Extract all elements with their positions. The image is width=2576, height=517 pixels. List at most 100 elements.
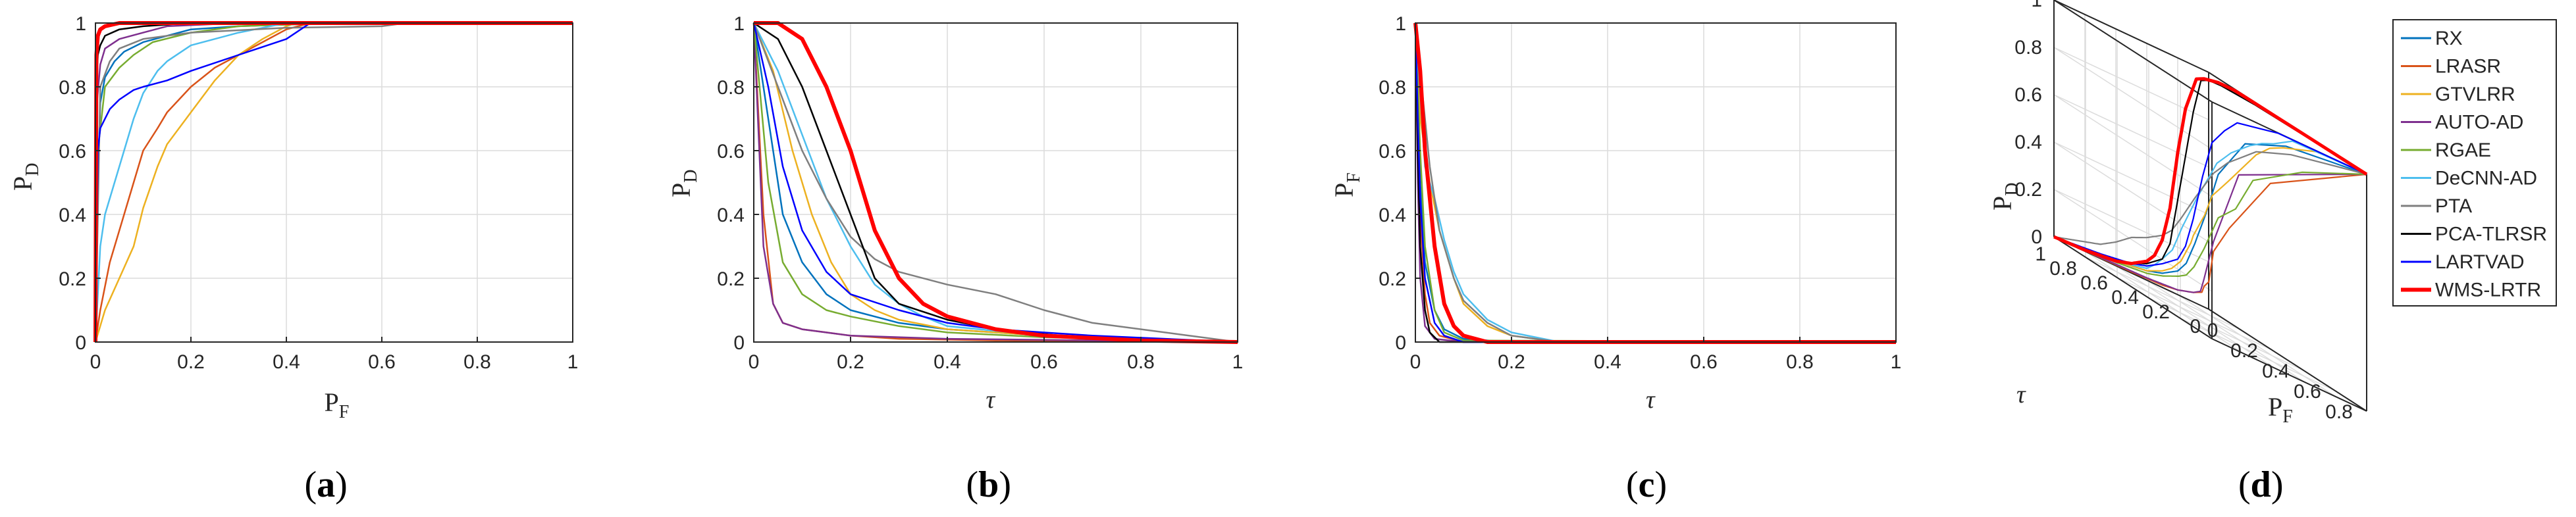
series-line-lrasr	[1414, 22, 1896, 343]
chart-c: 0 0.2 0.4 0.6 0.8 1 0 0.2 0.4 0.6 0.8 1 τ PF (c)	[1329, 13, 1901, 505]
y-axis-label: PD	[8, 163, 43, 191]
x-tick-label: 0.6	[368, 351, 396, 373]
series-line-gtvlrr	[94, 22, 573, 343]
series-line-auto-ad	[1414, 22, 1896, 343]
series-line-rgae	[752, 22, 1238, 343]
series-line-pta	[752, 22, 1238, 343]
legend-entry: WMS-LRTR	[2435, 280, 2541, 301]
legend-entry: GTVLRR	[2435, 84, 2515, 105]
x-tick-label: 0	[1410, 351, 1421, 373]
y-axis-label: PD	[666, 170, 701, 197]
x-tick-label: 0.8	[2325, 401, 2353, 423]
y-tick-label: 0.8	[59, 77, 86, 99]
grid-line	[2177, 294, 2336, 397]
plot-frame	[1415, 22, 1897, 343]
grid-line	[2053, 94, 2213, 197]
z-tick-label: 0	[2031, 226, 2042, 248]
series-line-wms-lrtr	[93, 21, 573, 343]
x-tick-label: 0.2	[1498, 351, 1525, 373]
series-line-rgae	[2053, 171, 2367, 277]
y-tick-label: 1	[2035, 243, 2046, 265]
z-tick-label: 0.2	[2014, 179, 2042, 201]
y-tick-label: 0.2	[717, 268, 745, 290]
x-axis-label: PF	[325, 387, 350, 422]
z-tick-label: 0.8	[2014, 37, 2042, 59]
x-tick-label: 0.2	[837, 351, 864, 373]
legend: RX LRASR GTVLRR AUTO-AD RGAE DeCNN-AD PTA PCA-T…	[2392, 19, 2557, 307]
series-line-lrasr	[94, 22, 573, 343]
legend-entry: AUTO-AD	[2435, 112, 2523, 134]
legend-entry: LARTVAD	[2435, 251, 2525, 273]
y-tick-label: 0.8	[717, 77, 745, 99]
y-axis-label: τ	[2016, 381, 2026, 408]
y-tick-label: 0	[2190, 316, 2201, 337]
z-tick-label: 0.6	[2014, 84, 2042, 106]
series-line-gtvlrr	[1414, 22, 1896, 343]
x-tick-label: 0	[2207, 320, 2219, 341]
x-axis-label: τ	[1646, 386, 1656, 414]
x-tick-label: 1	[1891, 351, 1902, 373]
x-tick-label: 0.2	[177, 351, 205, 373]
y-tick-label: 1	[733, 13, 745, 35]
series-line-auto-ad	[94, 22, 573, 343]
y-tick-label: 0.4	[2111, 287, 2139, 308]
y-tick-label: 1	[75, 13, 86, 35]
z-tick-label: 1	[2031, 0, 2042, 11]
x-tick-label: 0.4	[933, 351, 961, 373]
box-edge	[2208, 308, 2367, 412]
y-tick-label: 0.4	[1379, 205, 1406, 226]
grid-line	[2053, 189, 2209, 262]
series-line-pta	[2053, 151, 2367, 245]
x-tick-label: 0.8	[463, 351, 491, 373]
x-tick-label: 0.8	[1786, 351, 1814, 373]
series-line-pta	[1414, 22, 1896, 343]
x-tick-label: 1	[1232, 351, 1244, 373]
caption-a: (a)	[305, 464, 348, 505]
series-line-lartvad	[752, 22, 1238, 343]
x-axis-label: PF	[2268, 392, 2293, 427]
y-tick-label: 0.6	[2080, 272, 2108, 294]
grid-line	[2115, 265, 2274, 368]
series-line-lartvad	[94, 22, 573, 343]
legend-entry: RX	[2435, 28, 2463, 49]
grid-line	[2053, 141, 2209, 215]
y-tick-label: 0.2	[1379, 268, 1406, 290]
series-line-wms-lrtr	[754, 21, 1238, 344]
plot-frame	[95, 22, 573, 343]
grid-line	[2180, 318, 2336, 391]
x-tick-label: 1	[567, 351, 579, 373]
grid-line	[2116, 277, 2273, 351]
y-axis-label: PF	[1329, 172, 1364, 197]
x-tick-label: 0.6	[1030, 351, 1058, 373]
x-tick-label: 0.2	[2230, 340, 2258, 362]
grid-line	[2053, 141, 2213, 245]
y-tick-label: 0	[1395, 332, 1406, 354]
series-line-decnn-ad	[94, 22, 573, 343]
y-tick-label: 0.4	[59, 205, 86, 226]
x-tick-label: 0.8	[1127, 351, 1155, 373]
series-line-wms-lrtr	[2053, 77, 2368, 266]
series-line-rx	[1414, 22, 1896, 343]
x-tick-label: 0.6	[2294, 381, 2321, 403]
series-line-pca-tlrsr	[1414, 22, 1896, 343]
series-line-auto-ad	[752, 22, 1238, 343]
y-tick-label: 0.8	[2049, 258, 2077, 280]
y-tick-label: 0.2	[59, 268, 86, 290]
grid-line	[2053, 94, 2209, 168]
z-tick-label: 0.4	[2014, 132, 2042, 153]
grid-line	[2146, 280, 2305, 383]
y-tick-label: 0.2	[2142, 301, 2170, 323]
box-edge	[2053, 0, 2209, 73]
grid-line	[2085, 257, 2241, 330]
box-edge	[2211, 338, 2367, 412]
y-tick-label: 0.6	[1379, 141, 1406, 162]
legend-entry: LRASR	[2435, 56, 2501, 78]
series-line-lartvad	[1414, 22, 1896, 343]
caption-d: (d)	[2238, 464, 2283, 505]
caption-c: (c)	[1626, 464, 1667, 505]
series-line-decnn-ad	[752, 22, 1238, 343]
grid-line	[2084, 251, 2244, 354]
y-tick-label: 0.8	[1379, 77, 1406, 99]
grid-line	[2148, 297, 2304, 371]
